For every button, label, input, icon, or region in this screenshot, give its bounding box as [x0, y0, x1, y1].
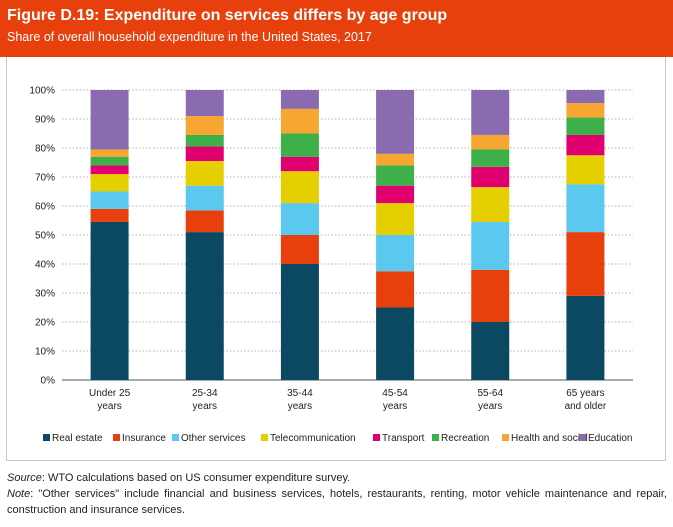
- x-tick-label: 35-44: [287, 388, 313, 399]
- bar-segment: [376, 165, 415, 186]
- y-tick-label: 0%: [41, 376, 56, 387]
- bar-segment: [376, 235, 415, 272]
- bar-segment: [566, 90, 605, 104]
- bar-segment: [566, 155, 605, 185]
- bar-segment: [185, 134, 224, 147]
- legend-swatch: [373, 434, 380, 441]
- y-tick-label: 60%: [35, 202, 55, 213]
- bar-segment: [90, 165, 129, 175]
- bar-segment: [90, 208, 129, 222]
- x-tick-label: years: [383, 401, 407, 412]
- legend-swatch: [113, 434, 120, 441]
- legend-label: Insurance: [122, 433, 166, 444]
- source-text: : WTO calculations based on US consumer …: [41, 472, 351, 484]
- bar-segment: [185, 161, 224, 186]
- legend-swatch: [579, 434, 586, 441]
- bar-segment: [471, 221, 510, 270]
- x-tick-label: 55-64: [477, 388, 503, 399]
- x-tick-label: years: [97, 401, 121, 412]
- note-label: Note: [7, 488, 31, 500]
- bar-segment: [471, 166, 510, 188]
- legend-swatch: [502, 434, 509, 441]
- legend-label: Transport: [382, 433, 425, 444]
- bar-segment: [90, 156, 129, 166]
- y-tick-label: 70%: [35, 173, 55, 184]
- x-tick-label: years: [478, 401, 502, 412]
- x-tick-label: Under 25: [89, 388, 131, 399]
- bar-segment: [280, 235, 319, 264]
- y-tick-label: 100%: [29, 86, 55, 97]
- y-tick-label: 40%: [35, 260, 55, 271]
- footnotes: Source: WTO calculations based on US con…: [7, 470, 667, 518]
- bar-segment: [566, 295, 605, 380]
- bar-segment: [566, 103, 605, 118]
- y-tick-label: 10%: [35, 347, 55, 358]
- bar-segment: [566, 232, 605, 296]
- legend-swatch: [43, 434, 50, 441]
- y-tick-label: 50%: [35, 231, 55, 242]
- legend-swatch: [172, 434, 179, 441]
- legend-swatch: [261, 434, 268, 441]
- bar-segment: [280, 133, 319, 157]
- bar-segment: [90, 90, 129, 150]
- bar-segment: [471, 322, 510, 380]
- bar-segment: [90, 174, 129, 192]
- source-label: Source: [7, 472, 42, 484]
- source-line: Source: WTO calculations based on US con…: [7, 470, 667, 486]
- bar-segment: [376, 153, 415, 166]
- figure-subtitle: Share of overall household expenditure i…: [7, 30, 372, 44]
- legend-swatch: [432, 434, 439, 441]
- bar-segment: [185, 185, 224, 211]
- bar-segment: [90, 149, 129, 157]
- bar-segment: [90, 221, 129, 380]
- note-text: : "Other services" include financial and…: [7, 488, 667, 516]
- legend-label: Real estate: [52, 433, 103, 444]
- x-tick-label: years: [288, 401, 312, 412]
- x-tick-label: years: [193, 401, 217, 412]
- bar-segment: [185, 90, 224, 117]
- bar-segment: [90, 191, 129, 209]
- bar-segment: [566, 117, 605, 135]
- bar-segment: [471, 149, 510, 167]
- note-line: Note: "Other services" include financial…: [7, 486, 667, 518]
- legend-label: Recreation: [441, 433, 489, 444]
- bar-segment: [280, 264, 319, 380]
- bar-segment: [280, 156, 319, 172]
- bar-segment: [185, 210, 224, 233]
- bar-segment: [471, 134, 510, 150]
- stacked-bar-chart: 0% 10% 20% 30% 40% 50% 60% 70% 80% 90% 100% Under 2…: [29, 86, 633, 444]
- bar-segment: [471, 269, 510, 322]
- bar-segment: [376, 307, 415, 380]
- figure-title: Figure D.19: Expenditure on services dif…: [7, 7, 448, 24]
- x-tick-label: 65 years: [566, 388, 604, 399]
- bar-segment: [471, 187, 510, 222]
- y-tick-label: 80%: [35, 144, 55, 155]
- x-tick-label: 45-54: [382, 388, 408, 399]
- legend-label: Education: [588, 433, 632, 444]
- figure-header: Figure D.19: Expenditure on services dif…: [0, 0, 673, 57]
- y-tick-label: 20%: [35, 318, 55, 329]
- bar-segment: [280, 108, 319, 134]
- legend-label: Other services: [181, 433, 245, 444]
- bar-segment: [185, 232, 224, 380]
- bar-segment: [280, 203, 319, 235]
- legend-label: Telecommunication: [270, 433, 356, 444]
- chart-frame: [6, 57, 666, 461]
- x-tick-label: 25-34: [192, 388, 218, 399]
- bar-segment: [376, 203, 415, 235]
- bar-segment: [280, 90, 319, 109]
- bar-segment: [376, 271, 415, 308]
- bar-segment: [471, 90, 510, 135]
- bar-segment: [376, 90, 415, 154]
- legend-label: Health and social: [511, 433, 588, 444]
- bar-segment: [566, 134, 605, 156]
- y-tick-label: 90%: [35, 115, 55, 126]
- bar-segment: [185, 146, 224, 162]
- bar-segment: [280, 171, 319, 204]
- x-tick-label: and older: [565, 401, 607, 412]
- bar-segment: [185, 116, 224, 135]
- bar-segment: [376, 185, 415, 204]
- y-tick-label: 30%: [35, 289, 55, 300]
- bar-segment: [566, 184, 605, 233]
